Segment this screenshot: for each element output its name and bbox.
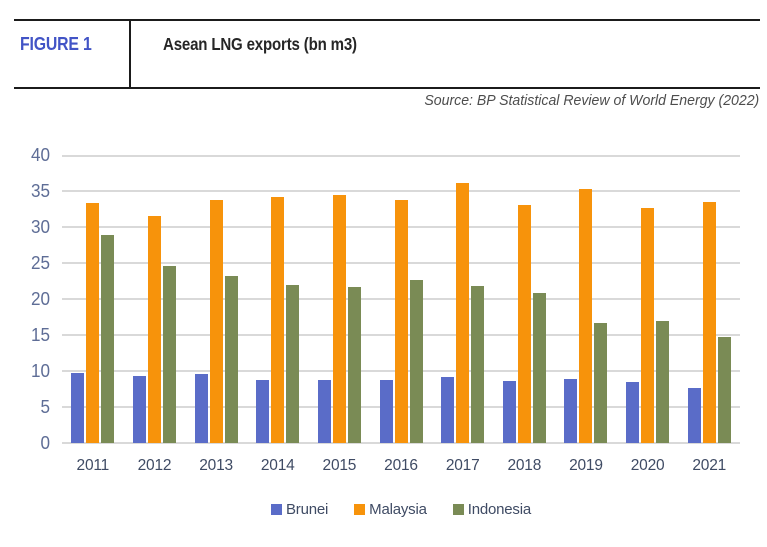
gridline-0: [62, 442, 740, 444]
bar-brunei-2012: [132, 376, 146, 443]
bar-malaysia-2019: [579, 189, 593, 443]
x-tick-label-2015: 2015: [322, 457, 357, 474]
bar-indonesia-2016: [409, 280, 423, 443]
bar-group-2014: [247, 155, 309, 443]
y-tick-label-40: 40: [30, 145, 50, 165]
bar-group-2017: [432, 155, 494, 443]
bar-malaysia-2015: [332, 195, 346, 443]
bar-group-2021: [678, 155, 740, 443]
bar-malaysia-2017: [456, 183, 470, 443]
x-axis-labels: 2011 2012 2013 2014 2015 2016 2017 2018 2019 2020…: [62, 457, 740, 475]
bar-brunei-2011: [71, 373, 85, 443]
chart-title: Asean LNG exports (bn m3): [163, 34, 357, 54]
bar-indonesia-2015: [347, 287, 361, 443]
legend: Brunei Malaysia Indonesia: [62, 501, 740, 518]
bar-group-2019: [555, 155, 617, 443]
bar-group-2011: [62, 155, 124, 443]
source-attribution: Source: BP Statistical Review of World E…: [424, 92, 759, 109]
bar-brunei-2018: [502, 381, 516, 443]
legend-swatch-malaysia: [354, 504, 366, 515]
bar-malaysia-2016: [394, 200, 408, 443]
bar-brunei-2013: [194, 374, 208, 443]
bar-group-2018: [493, 155, 555, 443]
bar-brunei-2014: [256, 380, 270, 443]
legend-label-brunei: Brunei: [285, 501, 329, 518]
y-tick-label-0: 0: [40, 433, 50, 453]
y-tick-label-10: 10: [30, 361, 50, 381]
x-tick-label-2017: 2017: [445, 457, 480, 474]
y-tick-label-25: 25: [30, 253, 50, 273]
header-bottom-rule: [14, 87, 760, 89]
bar-brunei-2020: [626, 382, 640, 443]
x-tick-label-2021: 2021: [692, 457, 727, 474]
legend-item-malaysia: Malaysia: [354, 501, 427, 518]
bar-brunei-2016: [379, 380, 393, 443]
bar-indonesia-2019: [594, 323, 608, 443]
bar-malaysia-2021: [702, 202, 716, 443]
y-tick-label-5: 5: [40, 397, 50, 417]
bar-indonesia-2017: [471, 286, 485, 443]
legend-item-brunei: Brunei: [270, 501, 329, 518]
bar-malaysia-2012: [147, 216, 161, 443]
legend-item-indonesia: Indonesia: [452, 501, 532, 518]
bar-indonesia-2014: [286, 285, 300, 443]
bar-brunei-2021: [687, 388, 701, 443]
x-tick-label-2020: 2020: [630, 457, 665, 474]
bar-indonesia-2018: [532, 293, 546, 443]
bar-indonesia-2013: [224, 276, 238, 443]
x-tick-label-2014: 2014: [260, 457, 295, 474]
bar-malaysia-2018: [517, 205, 531, 443]
x-tick-label-2016: 2016: [384, 457, 418, 474]
bar-group-2013: [185, 155, 247, 443]
bar-brunei-2017: [441, 377, 455, 443]
bar-indonesia-2021: [717, 337, 731, 443]
bar-indonesia-2020: [656, 321, 670, 443]
bar-groups: [62, 155, 740, 443]
bar-malaysia-2020: [641, 208, 655, 443]
y-tick-label-20: 20: [30, 289, 50, 309]
x-tick-label-2018: 2018: [507, 457, 542, 474]
gridline-35: [62, 190, 740, 192]
bar-group-2020: [617, 155, 679, 443]
x-tick-label-2013: 2013: [199, 457, 233, 474]
legend-swatch-brunei: [270, 504, 282, 515]
bar-indonesia-2011: [101, 235, 115, 443]
legend-label-malaysia: Malaysia: [369, 501, 427, 518]
y-tick-label-15: 15: [30, 325, 50, 345]
plot-area: [62, 155, 740, 444]
header-vertical-divider: [129, 21, 131, 87]
bar-brunei-2015: [317, 380, 331, 443]
legend-swatch-indonesia: [452, 504, 464, 515]
bar-indonesia-2012: [162, 266, 176, 443]
header-top-rule: [14, 19, 760, 21]
bar-group-2015: [309, 155, 371, 443]
bar-malaysia-2011: [86, 203, 100, 443]
y-tick-label-30: 30: [30, 217, 50, 237]
x-tick-label-2019: 2019: [569, 457, 603, 474]
figure-number-label: FIGURE 1: [20, 34, 92, 54]
bar-malaysia-2014: [271, 197, 285, 443]
legend-label-indonesia: Indonesia: [467, 501, 532, 518]
x-tick-label-2011: 2011: [76, 457, 110, 474]
bar-group-2016: [370, 155, 432, 443]
y-axis-labels: 0 5 10 15 20 25 30 35 40: [0, 146, 50, 452]
gridline-40: [62, 155, 740, 157]
x-tick-label-2012: 2012: [137, 457, 172, 474]
bar-malaysia-2013: [209, 200, 223, 443]
bar-group-2012: [124, 155, 186, 443]
bar-brunei-2019: [564, 379, 578, 443]
y-tick-label-35: 35: [30, 181, 50, 201]
